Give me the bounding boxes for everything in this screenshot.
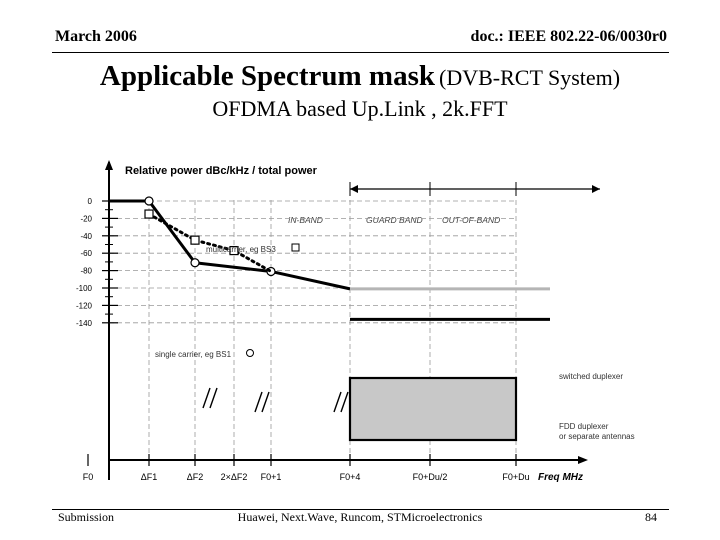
title-sub: (DVB-RCT System) [439,65,621,90]
header-doc-id: doc.: IEEE 802.22-06/0030r0 [470,28,667,45]
annotation-fdd-duplexer: FDD duplexer [559,422,609,431]
multicarrier-point [190,235,200,245]
y-tick-label: -40 [80,232,92,241]
multicarrier-marker-key [291,243,300,252]
header-date: March 2006 [55,28,137,45]
band-arrow-left [350,185,358,193]
x-tick-label: 2×ΔF2 [221,472,248,482]
x-tick-label: F0+1 [261,472,282,482]
single-carrier-marker-key [246,349,254,357]
annotation-switched-duplexer: switched duplexer [559,372,623,381]
x-axis-label: Freq MHz [538,472,583,483]
mask-series [109,196,550,321]
y-tick-label: -120 [76,301,93,310]
y-tick-label: -60 [80,249,92,258]
x-tick-label: ΔF2 [187,472,204,482]
y-axis-arrow [105,160,113,170]
annotation-single-carrier: single carrier, eg BS1 [155,350,232,359]
x-tick-label: F0+Du [502,472,529,482]
footer-authors: Huawei, Next.Wave, Runcom, STMicroelectr… [237,510,483,524]
spectrum-mask-chart: Relative power dBc/kHz / total power Fre… [76,160,635,483]
single-carrier-point [190,258,200,268]
x-tick-label: F0+Du/2 [413,472,448,482]
title-main: Applicable Spectrum mask [99,60,436,92]
band-arrow-right [592,185,600,193]
guard-band-mask-region [348,376,518,442]
annotation-multicarrier: multicarrier, eg BS3 [206,245,276,254]
axis-break-marks [202,387,349,413]
x-tick-label: ΔF1 [141,472,158,482]
band-label-guard-band: GUARD BAND [366,215,423,225]
y-axis-label: Relative power dBc/kHz / total power [125,165,318,177]
annotation-separate-antennas: or separate antennas [559,432,635,441]
y-tick-labels: 0 -20 -40 -60 -80 -100 -120 -140 [76,197,93,328]
series-line [147,212,273,273]
y-tick-label: -80 [80,267,92,276]
footer-submission: Submission [58,510,115,524]
footer-rule [52,509,669,510]
y-tick-label: -140 [76,319,93,328]
header-rule [52,52,669,53]
x-tick-label: F0+4 [340,472,361,482]
slide-title: Applicable Spectrum mask (DVB-RCT System… [0,60,720,93]
y-tick-label: -100 [76,284,93,293]
x-tick-label: F0 [83,472,94,482]
y-tick-label: -20 [80,214,92,223]
x-tick-labels: F0 ΔF1 ΔF2 2×ΔF2 F0+1 F0+4 F0+Du/2 F0+Du [83,472,530,482]
footer-page-number: 84 [645,510,657,524]
x-axis-arrow [578,456,588,464]
y-tick-label: 0 [88,197,93,206]
band-label-out-of-band: OUT-OF-BAND [442,215,500,225]
multicarrier-point [144,209,154,219]
band-label-in-band: IN-BAND [288,215,323,225]
slide-subtitle: OFDMA based Up.Link , 2k.FFT [212,96,508,121]
multicarrier-point [229,245,239,256]
single-carrier-point [144,196,154,206]
